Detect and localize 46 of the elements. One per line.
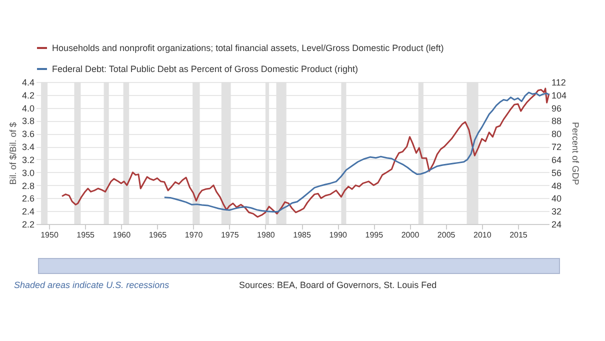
x-tick-label: 1970 <box>184 230 204 240</box>
y2-tick-label: 64 <box>552 154 562 165</box>
x-tick-label: 1980 <box>257 230 276 240</box>
x-tick-label: 2000 <box>401 230 420 240</box>
y-tick-label: 4.0 <box>22 103 34 114</box>
y-tick-label: 3.6 <box>22 129 34 140</box>
y-tick-label: 2.4 <box>22 206 34 217</box>
x-tick-label: 1985 <box>293 230 312 240</box>
y2-tick-label: 80 <box>552 129 562 140</box>
x-tick-label: 1990 <box>329 230 348 240</box>
y2-tick-label: 24 <box>552 220 562 230</box>
x-tick-label: 1965 <box>148 230 168 240</box>
line-series <box>164 92 550 212</box>
y2-tick-label: 112 <box>552 78 566 88</box>
y-tick-label: 3.2 <box>22 154 34 165</box>
legend-label: Federal Debt: Total Public Debt as Percent of Gross Domestic Product (right) <box>52 64 358 74</box>
y-tick-label: 2.6 <box>22 194 34 204</box>
y2-tick-label: 40 <box>552 194 562 204</box>
x-tick-label: 2015 <box>510 230 528 240</box>
x-tick-label: 1995 <box>365 230 384 240</box>
x-tick-label: 2010 <box>474 230 492 240</box>
y2-tick-label: 104 <box>552 90 567 100</box>
y-tick-label: 3.0 <box>22 168 34 178</box>
y-axis-title: Bil. of $/Bil. of $ <box>8 122 18 185</box>
y2-tick-label: 48 <box>552 180 562 191</box>
y-tick-label: 4.4 <box>22 78 34 88</box>
x-tick-label: 1975 <box>220 230 240 240</box>
y2-tick-label: 72 <box>552 142 562 152</box>
source-note: Sources: BEA, Board of Governors, St. Louis Fed <box>239 280 437 290</box>
legend-label: Households and nonprofit organizations; total financial assets, Level/Gross Domestic Product (left) <box>52 43 444 53</box>
x-tick-label: 1950 <box>40 230 59 240</box>
y-tick-label: 2.2 <box>22 220 34 230</box>
text: Shaded areas indicate U.S. recessions <box>14 280 170 290</box>
y-tick-label: 2.8 <box>22 180 34 191</box>
y2-tick-label: 88 <box>552 116 562 126</box>
x-tick-label: 1955 <box>76 230 96 240</box>
y-tick-label: 3.4 <box>22 142 34 152</box>
y2-tick-label: 32 <box>552 206 562 217</box>
x-tick-label: 1960 <box>112 230 132 240</box>
y2-tick-label: 96 <box>552 103 562 114</box>
y2-axis-title: Percent of GDP <box>570 122 581 186</box>
y-tick-label: 4.2 <box>22 90 34 100</box>
y2-tick-label: 56 <box>552 168 562 178</box>
x-tick-label: 2005 <box>437 230 456 240</box>
line-series <box>61 88 550 218</box>
y-tick-label: 3.8 <box>22 116 34 126</box>
